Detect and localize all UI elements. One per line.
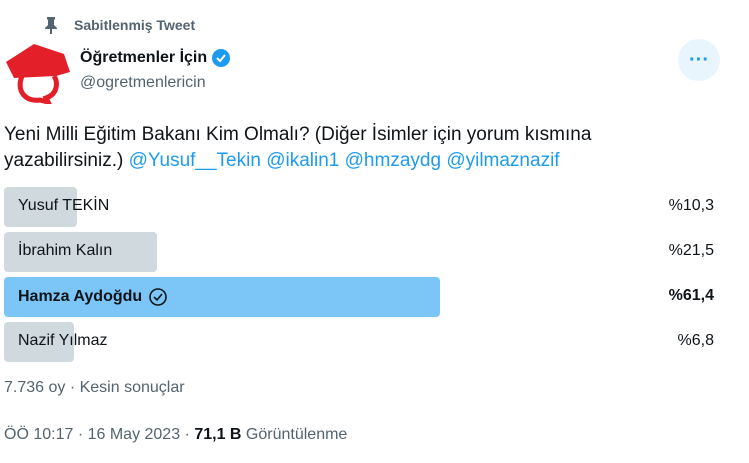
poll-option: Nazif Yılmaz %6,8 — [4, 322, 714, 362]
author-handle[interactable]: @ogretmenlericin — [80, 74, 206, 91]
time[interactable]: ÖÖ 10:17 — [4, 426, 74, 443]
poll-bar — [4, 322, 74, 362]
pin-icon — [45, 17, 57, 34]
poll-option-label: İbrahim Kalın — [18, 242, 113, 259]
author-name-text: Öğretmenler İçin — [80, 49, 208, 66]
verified-badge-icon — [212, 49, 231, 67]
poll-meta: 7.736 oy · Kesin sonuçlar — [4, 379, 185, 396]
tweet-text: Yeni Milli Eğitim Bakanı Kim Olmalı? (Di… — [4, 122, 704, 174]
mention-link[interactable]: @Yusuf__Tekin — [128, 150, 261, 171]
poll-percent: %21,5 — [668, 242, 714, 259]
poll-percent: %6,8 — [677, 332, 714, 349]
mention-link[interactable]: @ikalin1 — [266, 150, 340, 171]
poll-percent: %61,4 — [668, 287, 714, 304]
poll-percent: %10,3 — [668, 197, 714, 214]
pinned-label: Sabitlenmiş Tweet — [74, 17, 196, 33]
pinned-indicator: Sabitlenmiş Tweet — [44, 16, 195, 34]
check-circle-icon — [149, 288, 167, 306]
poll-status: Kesin sonuçlar — [79, 379, 185, 396]
poll-option-winner: Hamza Aydoğdu %61,4 — [4, 277, 714, 317]
mention-link[interactable]: @hmzaydg — [344, 150, 442, 171]
mention-link[interactable]: @yilmaznazif — [446, 150, 560, 171]
tweet-body: Yeni Milli Eğitim Bakanı Kim Olmalı? (Di… — [4, 124, 592, 171]
views-label: Görüntülenme — [245, 426, 348, 443]
date[interactable]: 16 May 2023 — [87, 426, 181, 443]
poll-option-label: Yusuf TEKİN — [18, 197, 110, 214]
more-options-button[interactable]: ··· — [678, 39, 720, 81]
poll-option-label: Nazif Yılmaz — [18, 332, 108, 349]
ellipsis-icon: ··· — [689, 48, 709, 71]
avatar[interactable] — [4, 42, 76, 104]
author-name[interactable]: Öğretmenler İçin — [80, 48, 231, 68]
poll-bar — [4, 232, 157, 272]
poll-option-label: Hamza Aydoğdu — [18, 288, 143, 305]
poll-option: Yusuf TEKİN %10,3 — [4, 187, 714, 227]
tweet-timestamp: ÖÖ 10:17 · 16 May 2023 · 71,1 B Görüntül… — [4, 426, 348, 443]
poll-bar — [4, 187, 78, 227]
poll-option: İbrahim Kalın %21,5 — [4, 232, 714, 272]
vote-count: 7.736 oy — [4, 379, 66, 396]
views-count: 71,1 B — [194, 426, 242, 443]
poll-bar — [4, 277, 440, 317]
